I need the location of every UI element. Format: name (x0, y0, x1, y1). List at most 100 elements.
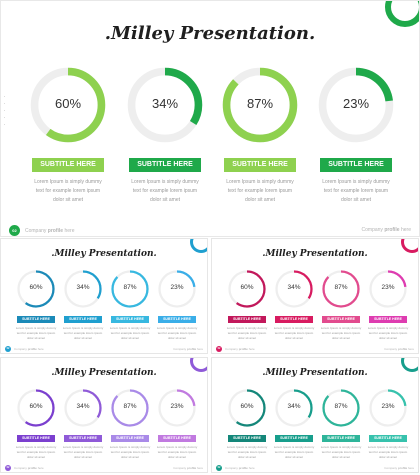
slide-main[interactable]: .Milley Presentation. 60% SUBTITLE HERE Lo… (0, 0, 420, 237)
description-line: Lorem Ipsum is simply dummy (322, 179, 390, 185)
corner-ring-decoration (385, 1, 419, 27)
subtitle-button[interactable]: SUBTITLE HERE (32, 158, 104, 172)
progress-ring (17, 389, 55, 427)
percent-label: 60% (29, 284, 43, 291)
description-line: dolor sit amet (149, 197, 180, 203)
subtitle-button[interactable]: SUBTITLE HERE (228, 435, 266, 442)
subtitle-button[interactable]: SUBTITLE HERE (322, 316, 360, 323)
progress-ring (318, 67, 394, 143)
description-line: Lorem Ipsum is simply dummy (273, 326, 315, 330)
subtitle-button[interactable]: SUBTITLE HERE (158, 316, 196, 323)
percent-label: 23% (170, 403, 184, 410)
description-text: Lorem Ipsum is simply dummy text for exam… (224, 326, 270, 341)
subtitle-button[interactable]: SUBTITLE HERE (111, 316, 149, 323)
progress-ring (275, 389, 313, 427)
subtitle-button[interactable]: SUBTITLE HERE (275, 435, 313, 442)
description-line: dolor sit amet (167, 455, 186, 459)
description-text: Lorem Ipsum is simply dummy text for exam… (13, 326, 59, 341)
description-text: Lorem Ipsum is simply dummy text for exam… (365, 326, 411, 341)
ring-item: 23% SUBTITLE HERE Lorem Ipsum is simply du… (365, 270, 411, 341)
progress-ring (111, 389, 149, 427)
progress-ring-arc (17, 389, 55, 427)
subtitle-button[interactable]: SUBTITLE HERE (369, 316, 407, 323)
footer-company-left: Company profile here (25, 227, 75, 234)
subtitle-button[interactable]: SUBTITLE HERE (275, 316, 313, 323)
subtitle-button[interactable]: SUBTITLE HERE (64, 435, 102, 442)
description-line: text for example lorem ipsum (227, 450, 267, 454)
subtitle-button[interactable]: SUBTITLE HERE (224, 158, 296, 172)
subtitle-button[interactable]: SUBTITLE HERE (129, 158, 201, 172)
progress-ring (127, 67, 203, 143)
progress-ring-arc (158, 389, 196, 427)
description-line: Lorem Ipsum is simply dummy (320, 445, 362, 449)
description-line: dolor sit amet (244, 197, 275, 203)
footer-company-right: Company profile here (384, 347, 414, 351)
description-text: Lorem Ipsum is simply dummy text for exam… (318, 326, 364, 341)
description-line: dolor sit amet (73, 336, 92, 340)
description-line: text for example lorem ipsum (63, 331, 103, 335)
progress-ring-arc (228, 270, 266, 308)
progress-ring-arc (228, 389, 266, 427)
description-text: Lorem Ipsum is simply dummy text for exam… (318, 445, 364, 460)
description-line: Lorem Ipsum is simply dummy (109, 326, 151, 330)
page-number-badge: 02 (5, 465, 11, 471)
description-line: Lorem Ipsum is simply dummy (62, 326, 104, 330)
ring-item: 87% SUBTITLE HERE Lorem Ipsum is simply du… (318, 389, 364, 460)
progress-ring (228, 270, 266, 308)
description-text: Lorem Ipsum is simply dummy text for exam… (154, 445, 200, 460)
progress-ring-arc (275, 389, 313, 427)
percent-label: 34% (151, 96, 179, 111)
description-line: Lorem Ipsum is simply dummy (109, 445, 151, 449)
slide-title: .Milley Presentation. (104, 23, 316, 44)
description-text: Lorem Ipsum is simply dummy text for exam… (271, 445, 317, 460)
subtitle-button[interactable]: SUBTITLE HERE (111, 435, 149, 442)
progress-ring-arc (127, 67, 203, 143)
slide-title: .Milley Presentation. (262, 368, 368, 378)
subtitle-button[interactable]: SUBTITLE HERE (17, 435, 55, 442)
description-line: Lorem Ipsum is simply dummy (367, 445, 409, 449)
subtitle-button[interactable]: SUBTITLE HERE (322, 435, 360, 442)
description-line: dolor sit amet (378, 336, 397, 340)
description-line: text for example lorem ipsum (227, 331, 267, 335)
footer-left: 02 Company profile here (5, 346, 44, 352)
description-line: text for example lorem ipsum (368, 450, 408, 454)
slide-thumb-purple[interactable]: .Milley Presentation. 60% SUBTITLE HERE Lo… (0, 357, 208, 473)
description-text: Lorem Ipsum is simply dummy text for exam… (215, 178, 305, 205)
subtitle-button[interactable]: SUBTITLE HERE (320, 158, 392, 172)
description-text: Lorem Ipsum is simply dummy text for exam… (224, 445, 270, 460)
description-line: Lorem Ipsum is simply dummy (62, 445, 104, 449)
description-line: text for example lorem ipsum (110, 450, 150, 454)
subtitle-button[interactable]: SUBTITLE HERE (228, 316, 266, 323)
slide-thumb-blue[interactable]: .Milley Presentation. 60% SUBTITLE HERE Lo… (0, 238, 208, 354)
description-line: dolor sit amet (120, 336, 139, 340)
description-line: Lorem Ipsum is simply dummy (131, 179, 199, 185)
progress-ring (64, 270, 102, 308)
progress-ring-arc (222, 67, 298, 143)
progress-ring (111, 270, 149, 308)
description-line: dolor sit amet (26, 455, 45, 459)
footer-left: 02 Company profile here (216, 346, 255, 352)
slide-title: .Milley Presentation. (51, 249, 157, 259)
progress-ring (64, 389, 102, 427)
subtitle-button[interactable]: SUBTITLE HERE (64, 316, 102, 323)
percent-label: 23% (342, 96, 370, 111)
ring-item: 87% SUBTITLE HERE Lorem Ipsum is simply du… (107, 389, 153, 460)
description-text: Lorem Ipsum is simply dummy text for exam… (107, 445, 153, 460)
description-line: text for example lorem ipsum (323, 188, 389, 194)
subtitle-button[interactable]: SUBTITLE HERE (369, 435, 407, 442)
description-line: text for example lorem ipsum (132, 188, 198, 194)
footer-left: 02 Company profile here (5, 465, 44, 471)
percent-label: 60% (54, 96, 82, 111)
edge-ticks-decoration (4, 96, 6, 131)
description-text: Lorem Ipsum is simply dummy text for exam… (120, 178, 210, 205)
subtitle-button[interactable]: SUBTITLE HERE (17, 316, 55, 323)
slide-thumb-pink[interactable]: .Milley Presentation. 60% SUBTITLE HERE Lo… (211, 238, 419, 354)
slide-thumb-teal[interactable]: .Milley Presentation. 60% SUBTITLE HERE Lo… (211, 357, 419, 473)
footer-company-left: Company profile here (225, 347, 255, 351)
footer-company-left: Company profile here (14, 347, 44, 351)
corner-ring-decoration (401, 358, 418, 372)
description-text: Lorem Ipsum is simply dummy text for exam… (365, 445, 411, 460)
percent-label: 60% (240, 284, 254, 291)
subtitle-button[interactable]: SUBTITLE HERE (158, 435, 196, 442)
percent-label: 87% (123, 403, 137, 410)
